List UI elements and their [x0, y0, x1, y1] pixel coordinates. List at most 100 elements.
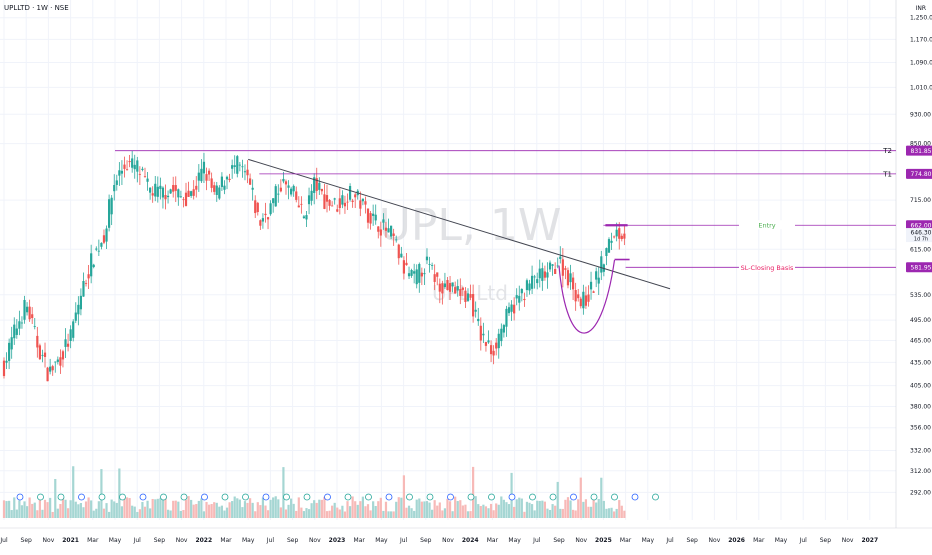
volume-bar — [149, 508, 152, 518]
candle-body — [433, 274, 436, 282]
candle — [420, 267, 423, 286]
volume-bar — [207, 504, 211, 518]
candle — [484, 341, 488, 352]
volume-bar — [128, 498, 131, 518]
candle-body — [238, 164, 241, 166]
candle — [131, 150, 134, 173]
candle-body — [248, 178, 252, 185]
candle-body — [272, 198, 275, 204]
candle-body — [387, 228, 390, 233]
candle — [620, 233, 623, 242]
volume-bar — [100, 469, 103, 518]
candle — [423, 268, 426, 286]
volume-bar — [474, 496, 477, 518]
candle — [254, 195, 257, 219]
candle-body — [266, 217, 270, 220]
candle — [561, 248, 564, 288]
candle — [215, 181, 218, 202]
candle-body — [254, 200, 257, 214]
volume-bar — [589, 506, 593, 518]
candle — [84, 279, 88, 287]
candle — [184, 182, 188, 207]
volume-bar — [77, 504, 80, 518]
volume-bar — [300, 507, 303, 518]
candle-body — [184, 192, 188, 206]
event-marker — [508, 493, 516, 501]
volume-bar — [541, 500, 544, 518]
candle-body — [43, 352, 47, 357]
y-tick-label: 292.00 — [910, 489, 931, 496]
candle — [366, 208, 370, 229]
candle — [274, 184, 277, 207]
candle — [520, 288, 523, 302]
volume-bar — [320, 499, 323, 518]
x-tick-label: Sep — [820, 537, 832, 544]
candle-body — [479, 325, 482, 341]
candle-body — [300, 203, 303, 205]
volume-bar — [356, 504, 359, 518]
volume-bar — [584, 499, 588, 518]
volume-bar — [210, 504, 213, 518]
candle — [541, 262, 544, 291]
x-tick-label: Sep — [687, 537, 699, 544]
candle-body — [287, 185, 290, 188]
volume-bar — [443, 508, 447, 518]
candle-body — [495, 342, 498, 349]
candle — [28, 299, 31, 322]
candle — [556, 257, 559, 269]
candle-body — [277, 193, 280, 195]
volume-bar — [41, 509, 44, 518]
candle — [292, 184, 295, 197]
candle-body — [459, 288, 462, 296]
candle-body — [374, 214, 377, 221]
y-tick-label: 1,090.00 — [910, 59, 932, 66]
volume-bar — [405, 507, 408, 518]
volume-bar — [15, 509, 18, 518]
volume-bar — [69, 500, 72, 518]
candle-body — [123, 164, 126, 169]
candle — [530, 265, 534, 295]
candle — [46, 366, 49, 382]
candle-body — [407, 273, 411, 277]
volume-bar — [154, 499, 157, 518]
level-label: SL-Closing Basis — [741, 264, 794, 272]
event-marker — [590, 493, 598, 501]
volume-bar — [284, 509, 288, 518]
volume-bar — [620, 505, 623, 518]
candle — [113, 174, 116, 201]
candle — [269, 200, 272, 216]
candle-body — [259, 220, 262, 226]
volume-bar — [318, 499, 321, 518]
candle — [584, 286, 588, 309]
volume-bar — [61, 497, 65, 518]
event-marker — [570, 493, 577, 501]
candle-body — [13, 324, 16, 339]
volume-bar — [172, 500, 175, 518]
volume-bar — [307, 509, 311, 518]
candle — [525, 278, 529, 297]
candle — [495, 338, 498, 356]
volume-bar — [600, 477, 603, 518]
candle — [100, 242, 103, 250]
x-tick-label: Mar — [753, 537, 765, 544]
volume-bar — [433, 500, 436, 518]
candle-body — [105, 228, 108, 242]
candle — [551, 264, 554, 276]
candle — [505, 305, 508, 337]
candle — [431, 262, 434, 270]
candle — [120, 160, 124, 185]
x-tick-label: 2025 — [595, 537, 612, 544]
candle-body — [315, 178, 318, 191]
candle — [169, 188, 172, 194]
candle-body — [295, 191, 298, 200]
candle-body — [172, 185, 175, 192]
volume-bar — [287, 504, 290, 518]
x-tick-label: 2026 — [728, 537, 745, 544]
volume-bar — [323, 496, 326, 518]
candle — [323, 183, 326, 210]
volume-bar — [351, 496, 354, 518]
candle-body — [187, 190, 190, 197]
candle — [369, 210, 372, 230]
